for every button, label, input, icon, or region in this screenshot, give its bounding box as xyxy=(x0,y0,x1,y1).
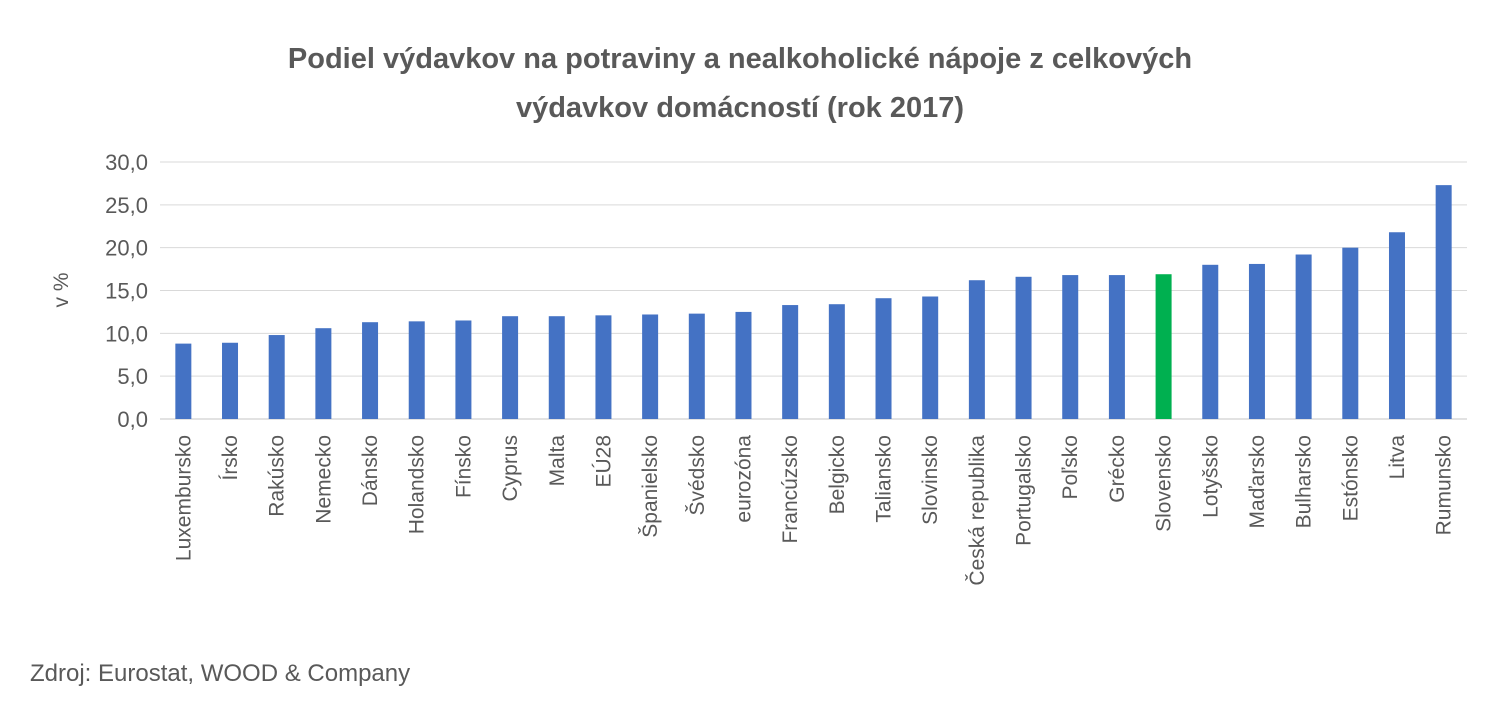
bar xyxy=(1388,232,1405,419)
bar xyxy=(595,315,612,419)
bar xyxy=(548,316,565,419)
x-tick-label: Česká republika xyxy=(966,435,989,586)
x-tick-label: Maďarsko xyxy=(1246,435,1269,528)
x-tick-label: eurozóna xyxy=(732,435,755,523)
x-tick-label: Cyprus xyxy=(499,435,522,502)
bar xyxy=(1155,274,1172,419)
x-tick-label: Španielsko xyxy=(639,435,662,538)
x-tick-label: Taliansko xyxy=(873,435,896,523)
x-tick-label: Bulharsko xyxy=(1293,435,1316,528)
y-axis-label: v % xyxy=(50,272,73,307)
bar xyxy=(1248,263,1265,419)
x-tick-label: Portugalsko xyxy=(1013,435,1036,546)
x-tick-label: Lotyšsko xyxy=(1199,435,1222,518)
bar xyxy=(1342,247,1359,419)
bar xyxy=(1435,185,1452,419)
x-tick-label: Dánsko xyxy=(359,435,382,506)
y-tick-label: 30,0 xyxy=(105,150,148,175)
bar xyxy=(315,328,332,419)
x-tick-label: Litva xyxy=(1386,435,1409,480)
y-tick-label: 15,0 xyxy=(105,279,148,304)
x-tick-label: Poľsko xyxy=(1059,435,1082,500)
y-tick-label: 10,0 xyxy=(105,321,148,346)
source-note: Zdroj: Eurostat, WOOD & Company xyxy=(30,660,411,687)
x-tick-label: Fínsko xyxy=(452,435,475,498)
bar xyxy=(1202,264,1219,419)
y-tick-label: 25,0 xyxy=(105,193,148,218)
x-tick-label: Švédsko xyxy=(686,435,709,516)
x-tick-label: Holandsko xyxy=(406,435,429,534)
bar xyxy=(828,304,845,419)
bar xyxy=(1062,275,1079,419)
grid-layer xyxy=(160,161,1467,420)
bar xyxy=(642,314,659,419)
y-tick-label: 0,0 xyxy=(117,407,148,432)
x-tick-label: Luxembursko xyxy=(172,435,195,561)
x-tick-label: Nemecko xyxy=(312,435,335,524)
chart-title-line-2: výdavkov domácností (rok 2017) xyxy=(516,92,964,124)
bar xyxy=(968,280,985,419)
bar xyxy=(1015,276,1032,419)
chart-title-line-1: Podiel výdavkov na potraviny a nealkohol… xyxy=(288,43,1192,75)
bar xyxy=(455,320,472,419)
bar xyxy=(268,335,285,419)
x-tick-label: Estónsko xyxy=(1339,435,1362,521)
x-tick-label: Rakúsko xyxy=(266,435,289,517)
bar xyxy=(922,296,939,419)
x-tick-label: Slovensko xyxy=(1153,435,1176,532)
x-tick-labels: Luxembursko Írsko Rakúsko Nemecko Dánsko Hola… xyxy=(172,435,1455,586)
bar xyxy=(222,342,239,419)
x-tick-label: Grécko xyxy=(1106,435,1129,503)
x-tick-label: Francúzsko xyxy=(779,435,802,544)
x-tick-label: Írsko xyxy=(219,435,242,481)
y-tick-label: 5,0 xyxy=(117,364,148,389)
x-tick-label: Slovinsko xyxy=(919,435,942,525)
bar xyxy=(735,311,752,419)
bar xyxy=(875,298,892,419)
x-tick-label: EÚ28 xyxy=(592,435,615,488)
bar xyxy=(1295,254,1312,419)
bar xyxy=(1108,275,1125,419)
bar xyxy=(175,343,192,419)
x-tick-label: Malta xyxy=(546,435,569,487)
bar xyxy=(408,321,425,419)
bar xyxy=(362,322,379,419)
bars xyxy=(175,185,1452,419)
bar xyxy=(782,305,799,419)
y-tick-label: 20,0 xyxy=(105,236,148,261)
x-tick-label: Rumunsko xyxy=(1433,435,1456,535)
bar xyxy=(688,313,705,419)
x-tick-label: Belgicko xyxy=(826,435,849,514)
y-tick-labels: 0,0 5,0 10,0 15,0 20,0 25,0 30,0 xyxy=(105,150,148,432)
bar xyxy=(502,316,519,419)
